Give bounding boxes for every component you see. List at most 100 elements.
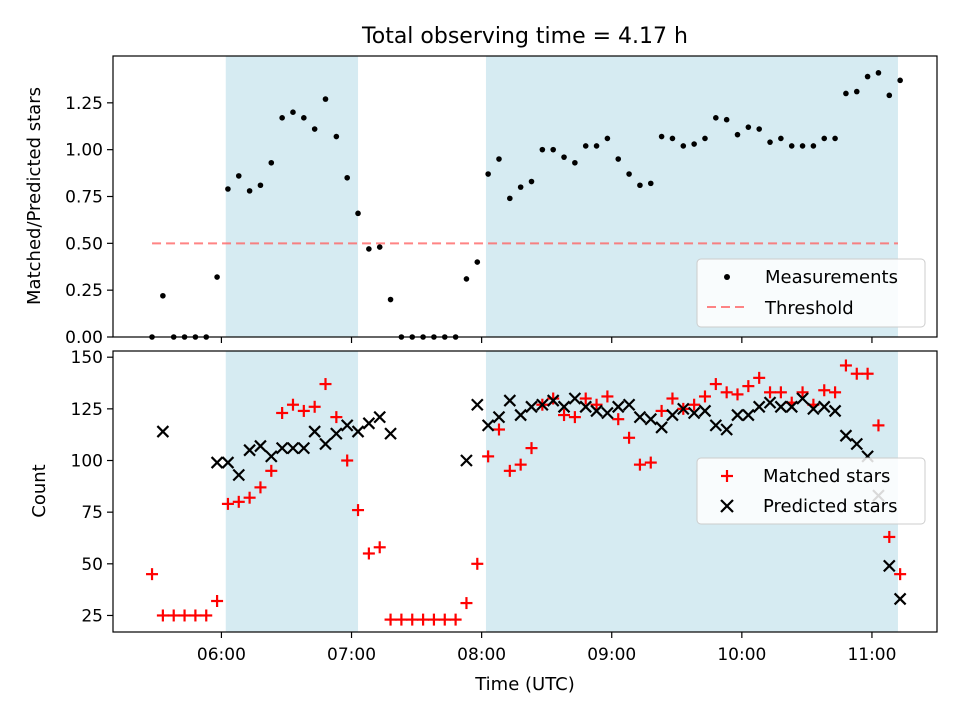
predicted-star-point: [579, 400, 592, 414]
predicted-star-stroke: [330, 427, 343, 440]
predicted-star-point: [221, 456, 235, 469]
y-tick-label: 125: [71, 400, 103, 420]
predicted-star-stroke: [611, 400, 625, 414]
shaded-span: [225, 351, 359, 632]
predicted-star-stroke: [850, 437, 864, 451]
predicted-star-stroke: [644, 412, 658, 426]
predicted-star-point: [687, 406, 701, 420]
predicted-star-stroke: [633, 410, 647, 424]
predicted-star-point: [546, 394, 560, 407]
predicted-star-point: [232, 468, 246, 482]
x-tick-label: 07:00: [327, 645, 376, 665]
measurement-point: [723, 116, 730, 123]
measurement-point: [832, 135, 838, 142]
matched-star-point: [167, 609, 180, 622]
predicted-star-point: [156, 425, 170, 438]
matched-star-point: [232, 495, 245, 508]
predicted-star-point: [763, 396, 777, 409]
matched-star-point: [156, 609, 169, 622]
predicted-star-point: [514, 408, 527, 422]
measurement-point: [366, 246, 372, 252]
measurement-point: [691, 141, 697, 147]
predicted-star-point: [536, 398, 549, 411]
predicted-star-stroke: [503, 394, 517, 407]
matched-star-point: [525, 442, 538, 455]
y-tick-label: 100: [71, 452, 103, 472]
predicted-star-point: [731, 408, 744, 422]
predicted-star-point: [850, 437, 864, 451]
measurement-point: [810, 143, 817, 149]
measurement-point: [235, 173, 242, 179]
predicted-star-point: [774, 400, 788, 414]
predicted-star-stroke: [340, 419, 354, 432]
y-tick-label: 0.25: [65, 281, 103, 301]
y-tick-label: 1.25: [65, 94, 103, 114]
matched-star-point: [189, 609, 202, 622]
top-x-ticks: [220, 337, 873, 343]
matched-star-point: [655, 404, 668, 417]
predicted-star-point: [709, 419, 723, 432]
predicted-star-stroke: [265, 450, 278, 463]
matched-star-point: [623, 431, 636, 444]
matched-star-point: [883, 530, 896, 543]
predicted-star-stroke: [546, 394, 560, 407]
y-tick-label: 150: [71, 348, 103, 368]
matched-star-point: [861, 367, 874, 380]
matched-star-point: [417, 613, 430, 626]
matched-star-point: [503, 464, 516, 477]
matched-star-point: [558, 409, 571, 422]
measurement-point: [734, 131, 741, 138]
predicted-star-stroke: [568, 392, 582, 405]
predicted-star-stroke: [308, 425, 321, 438]
predicted-star-stroke: [742, 408, 755, 422]
predicted-star-point: [698, 404, 712, 418]
measurement-point: [322, 96, 329, 102]
measurement-point: [225, 186, 231, 192]
measurement-point: [561, 154, 567, 160]
predicted-star-stroke: [471, 398, 484, 411]
predicted-star-point: [319, 437, 332, 451]
predicted-star-stroke: [687, 406, 701, 420]
measurement-point: [745, 124, 752, 130]
y-tick-label: 50: [81, 555, 103, 575]
matched-star-point: [818, 384, 831, 397]
measurement-point: [604, 135, 611, 142]
matched-star-point: [384, 613, 397, 626]
matched-star-point: [894, 568, 907, 581]
bottom-panel: 25 50 75 100 125 150 06:00 07:00 08:00 09:00 10:0…: [29, 348, 938, 695]
measurement-point: [355, 210, 361, 217]
measurement-point: [626, 171, 632, 177]
matched-star-point: [644, 456, 657, 469]
measurement-point: [333, 133, 340, 140]
matched-star-point: [579, 392, 592, 405]
measurement-point: [539, 146, 546, 153]
predicted-star-stroke: [893, 592, 907, 606]
predicted-star-stroke: [492, 410, 506, 424]
matched-star-point: [742, 380, 755, 393]
matched-star-point: [568, 411, 581, 424]
predicted-star-stroke: [536, 398, 549, 411]
matched-star-point: [547, 392, 560, 405]
x-tick-label: 10:00: [717, 645, 766, 665]
measurement-point: [637, 182, 643, 189]
bottom-x-ticks: 06:00 07:00 08:00 09:00 10:00 11:00: [197, 632, 896, 665]
measurement-point: [788, 143, 795, 149]
measurement-point: [279, 115, 285, 121]
matched-star-point: [319, 378, 332, 391]
matched-star-point: [829, 386, 842, 399]
x-tick-label: 09:00: [587, 645, 636, 665]
predicted-star-stroke: [839, 429, 853, 442]
matched-star-point: [460, 597, 473, 610]
predicted-star-stroke: [796, 392, 809, 405]
measurement-point: [463, 276, 470, 282]
predicted-star-point: [601, 406, 614, 420]
matched-star-point: [839, 359, 852, 372]
predicted-star-stroke: [286, 441, 300, 455]
predicted-star-stroke: [275, 441, 289, 455]
predicted-star-stroke: [525, 400, 538, 414]
measurement-point: [875, 70, 882, 76]
matched-star-point: [688, 398, 701, 411]
figure-title: Total observing time = 4.17 h: [361, 24, 688, 49]
predicted-star-point: [210, 456, 224, 469]
predicted-star-point: [265, 450, 278, 463]
